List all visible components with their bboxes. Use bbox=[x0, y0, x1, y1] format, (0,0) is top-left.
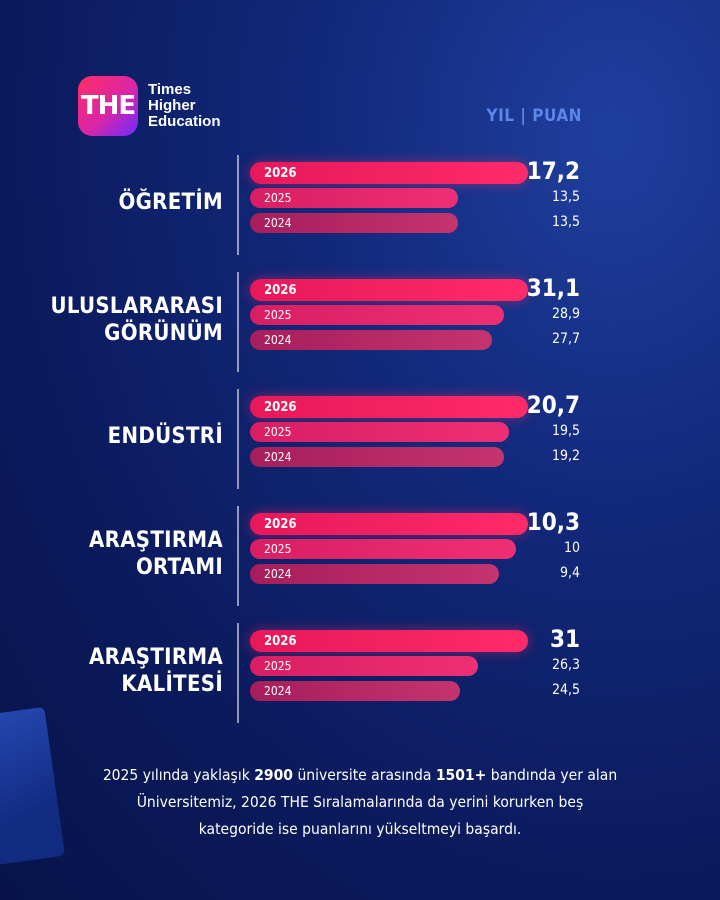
bar-year-label: 2026 bbox=[264, 633, 297, 649]
bar-value-label: 13,5 bbox=[551, 214, 580, 230]
bar-value-label: 20,7 bbox=[526, 391, 580, 419]
bar-2024: 2024 bbox=[250, 447, 504, 467]
bar-2025: 2025 bbox=[250, 656, 478, 676]
footer-segment: bandında yer alan Üniversitemiz, 2026 TH… bbox=[136, 766, 618, 838]
bar-year-label: 2025 bbox=[264, 659, 292, 673]
category-label-line: ÖĞRETİM bbox=[118, 190, 223, 215]
logo-line-2: Higher bbox=[148, 97, 196, 114]
bar-year-label: 2026 bbox=[264, 516, 297, 532]
bar-year-label: 2024 bbox=[264, 450, 292, 464]
year-score-header: YIL | PUAN bbox=[486, 106, 582, 126]
bar-2026: 2026 bbox=[250, 513, 528, 535]
bar-value-label: 31,1 bbox=[526, 274, 580, 302]
bar-2026: 2026 bbox=[250, 279, 528, 301]
category-label-line: KALİTESİ bbox=[121, 672, 223, 697]
logo-line-3: Education bbox=[148, 113, 221, 130]
bar-2025: 2025 bbox=[250, 539, 516, 559]
bar-value-label: 28,9 bbox=[551, 306, 580, 322]
bar-value-label: 19,2 bbox=[551, 448, 580, 464]
group-divider bbox=[237, 155, 239, 255]
bar-2025: 2025 bbox=[250, 305, 504, 325]
bar-2026: 2026 bbox=[250, 630, 528, 652]
the-logo-text: Times Higher Education bbox=[148, 82, 221, 130]
bar-value-label: 27,7 bbox=[551, 331, 580, 347]
category-label-line: ULUSLARARASI bbox=[50, 294, 223, 319]
footer-text: 2025 yılında yaklaşık 2900 üniversite ar… bbox=[100, 762, 620, 843]
footer-segment: 2025 yılında yaklaşık bbox=[102, 766, 255, 784]
group-divider bbox=[237, 389, 239, 489]
bar-year-label: 2024 bbox=[264, 567, 292, 581]
bar-value-label: 10,3 bbox=[526, 508, 580, 536]
bar-2026: 2026 bbox=[250, 396, 528, 418]
category-label: ARAŞTIRMA KALİTESİ bbox=[89, 644, 223, 698]
bar-year-label: 2025 bbox=[264, 425, 292, 439]
group-divider bbox=[237, 272, 239, 372]
bar-year-label: 2024 bbox=[264, 684, 292, 698]
category-label-line: ORTAMI bbox=[135, 555, 223, 580]
category-label: ENDÜSTRİ bbox=[108, 423, 223, 450]
footer-segment: üniversite arasında bbox=[293, 766, 436, 784]
bar-year-label: 2025 bbox=[264, 308, 292, 322]
category-label: ÖĞRETİM bbox=[119, 189, 224, 216]
logo-line-1: Times bbox=[148, 81, 192, 98]
bar-2024: 2024 bbox=[250, 330, 492, 350]
the-logo-mark: THE bbox=[78, 76, 138, 136]
category-label-line: ARAŞTIRMA bbox=[89, 645, 223, 670]
bar-2024: 2024 bbox=[250, 564, 499, 584]
bar-2024: 2024 bbox=[250, 681, 460, 701]
bar-year-label: 2025 bbox=[264, 542, 292, 556]
bar-value-label: 10 bbox=[563, 540, 580, 556]
bar-value-label: 31 bbox=[549, 625, 580, 653]
category-label-line: ENDÜSTRİ bbox=[107, 424, 223, 449]
footer-highlight: 2900 bbox=[254, 766, 294, 784]
corner-decoration bbox=[0, 706, 66, 868]
bar-year-label: 2026 bbox=[264, 399, 297, 415]
bar-year-label: 2024 bbox=[264, 216, 292, 230]
bar-year-label: 2025 bbox=[264, 191, 292, 205]
category-label: ULUSLARARASI GÖRÜNÜM bbox=[51, 293, 224, 347]
bar-value-label: 13,5 bbox=[551, 189, 580, 205]
bar-2026: 2026 bbox=[250, 162, 528, 184]
category-label: ARAŞTIRMA ORTAMI bbox=[89, 527, 223, 581]
bar-value-label: 17,2 bbox=[526, 157, 580, 185]
group-divider bbox=[237, 506, 239, 606]
bar-year-label: 2026 bbox=[264, 282, 297, 298]
bar-2025: 2025 bbox=[250, 188, 458, 208]
bar-2025: 2025 bbox=[250, 422, 509, 442]
bar-year-label: 2024 bbox=[264, 333, 292, 347]
category-label-line: ARAŞTIRMA bbox=[89, 528, 223, 553]
bar-year-label: 2026 bbox=[264, 165, 297, 181]
bar-value-label: 24,5 bbox=[551, 682, 580, 698]
bar-value-label: 19,5 bbox=[551, 423, 580, 439]
bar-value-label: 9,4 bbox=[559, 565, 580, 581]
group-divider bbox=[237, 623, 239, 723]
the-logo: THE Times Higher Education bbox=[78, 76, 221, 136]
footer-highlight: 1501+ bbox=[435, 766, 487, 784]
bar-2024: 2024 bbox=[250, 213, 458, 233]
category-label-line: GÖRÜNÜM bbox=[104, 321, 223, 346]
bar-value-label: 26,3 bbox=[551, 657, 580, 673]
